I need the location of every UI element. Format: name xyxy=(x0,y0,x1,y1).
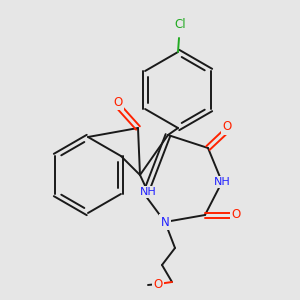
Text: O: O xyxy=(113,95,123,109)
Text: N: N xyxy=(160,215,169,229)
Text: O: O xyxy=(153,278,163,290)
Text: NH: NH xyxy=(214,177,230,187)
Text: O: O xyxy=(222,121,232,134)
Text: Cl: Cl xyxy=(174,17,186,31)
Text: O: O xyxy=(231,208,241,221)
Text: NH: NH xyxy=(140,187,156,197)
